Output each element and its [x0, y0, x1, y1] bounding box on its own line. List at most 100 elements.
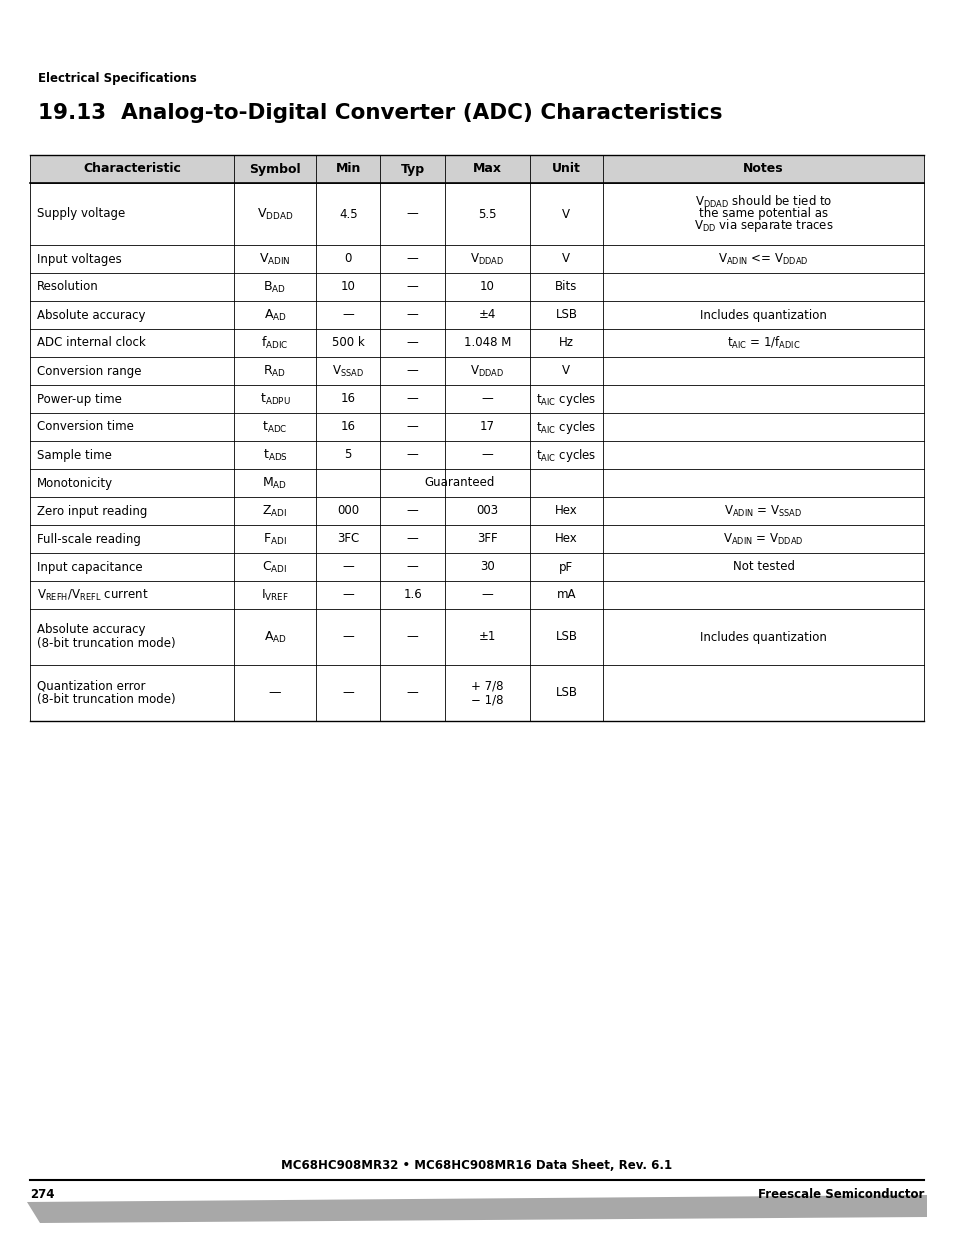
Text: 1.6: 1.6	[403, 589, 421, 601]
Text: Quantization error: Quantization error	[37, 679, 146, 693]
Text: Hz: Hz	[558, 336, 574, 350]
Text: LSB: LSB	[555, 687, 577, 699]
Text: V$_{\rm REFH}$/V$_{\rm REFL}$ current: V$_{\rm REFH}$/V$_{\rm REFL}$ current	[37, 588, 149, 603]
Text: Monotonicity: Monotonicity	[37, 477, 113, 489]
Text: —: —	[481, 448, 493, 462]
Text: —: —	[406, 561, 418, 573]
Text: t$_{\rm ADPU}$: t$_{\rm ADPU}$	[259, 391, 290, 406]
Text: 5: 5	[344, 448, 352, 462]
Text: LSB: LSB	[555, 309, 577, 321]
Text: V$_{\rm DDAD}$: V$_{\rm DDAD}$	[470, 252, 504, 267]
Text: 10: 10	[479, 280, 495, 294]
Text: Hex: Hex	[555, 532, 578, 546]
Text: (8-bit truncation mode): (8-bit truncation mode)	[37, 694, 175, 706]
Text: 3FF: 3FF	[476, 532, 497, 546]
Text: —: —	[342, 687, 354, 699]
Text: —: —	[406, 420, 418, 433]
Text: V: V	[562, 207, 570, 221]
Text: Characteristic: Characteristic	[83, 163, 181, 175]
Text: —: —	[406, 207, 418, 221]
Text: —: —	[406, 364, 418, 378]
Text: C$_{\rm ADI}$: C$_{\rm ADI}$	[262, 559, 287, 574]
Text: 003: 003	[476, 505, 497, 517]
Text: Resolution: Resolution	[37, 280, 99, 294]
Polygon shape	[27, 1195, 926, 1223]
Text: Symbol: Symbol	[249, 163, 300, 175]
Text: 30: 30	[479, 561, 495, 573]
Text: —: —	[406, 448, 418, 462]
Text: Typ: Typ	[400, 163, 424, 175]
Text: 10: 10	[340, 280, 355, 294]
Text: 500 k: 500 k	[332, 336, 364, 350]
Text: V$_{\rm DDAD}$ should be tied to: V$_{\rm DDAD}$ should be tied to	[694, 194, 831, 210]
Text: MC68HC908MR32 • MC68HC908MR16 Data Sheet, Rev. 6.1: MC68HC908MR32 • MC68HC908MR16 Data Sheet…	[281, 1158, 672, 1172]
Text: A$_{\rm AD}$: A$_{\rm AD}$	[263, 630, 286, 645]
Text: —: —	[406, 309, 418, 321]
Text: —: —	[342, 309, 354, 321]
Text: Full-scale reading: Full-scale reading	[37, 532, 141, 546]
Text: LSB: LSB	[555, 631, 577, 643]
Text: V: V	[562, 364, 570, 378]
Text: Supply voltage: Supply voltage	[37, 207, 125, 221]
Text: Conversion time: Conversion time	[37, 420, 133, 433]
Text: Absolute accuracy: Absolute accuracy	[37, 624, 146, 636]
Text: V$_{\rm ADIN}$ = V$_{\rm DDAD}$: V$_{\rm ADIN}$ = V$_{\rm DDAD}$	[722, 531, 803, 547]
Text: pF: pF	[558, 561, 573, 573]
Text: I$_{\rm VREF}$: I$_{\rm VREF}$	[261, 588, 289, 603]
Text: 3FC: 3FC	[336, 532, 359, 546]
Text: Freescale Semiconductor: Freescale Semiconductor	[757, 1188, 923, 1200]
Text: 000: 000	[336, 505, 359, 517]
Text: 17: 17	[479, 420, 495, 433]
Text: Hex: Hex	[555, 505, 578, 517]
Text: ±4: ±4	[478, 309, 496, 321]
Text: 19.13  Analog-to-Digital Converter (ADC) Characteristics: 19.13 Analog-to-Digital Converter (ADC) …	[38, 103, 721, 124]
Text: Includes quantization: Includes quantization	[700, 631, 826, 643]
Text: Unit: Unit	[552, 163, 580, 175]
Text: V$_{\rm DDAD}$: V$_{\rm DDAD}$	[256, 206, 293, 221]
Text: t$_{\rm AIC}$ cycles: t$_{\rm AIC}$ cycles	[536, 447, 596, 463]
Text: —: —	[406, 336, 418, 350]
Text: V$_{\rm SSAD}$: V$_{\rm SSAD}$	[332, 363, 364, 379]
Text: —: —	[481, 393, 493, 405]
Text: Sample time: Sample time	[37, 448, 112, 462]
Text: Min: Min	[335, 163, 360, 175]
Text: Power-up time: Power-up time	[37, 393, 122, 405]
Text: (8-bit truncation mode): (8-bit truncation mode)	[37, 637, 175, 651]
Text: t$_{\rm ADC}$: t$_{\rm ADC}$	[262, 420, 288, 435]
Text: —: —	[406, 505, 418, 517]
Text: 4.5: 4.5	[338, 207, 357, 221]
Text: mA: mA	[556, 589, 576, 601]
Text: 274: 274	[30, 1188, 54, 1200]
Text: R$_{\rm AD}$: R$_{\rm AD}$	[263, 363, 286, 379]
Text: Zero input reading: Zero input reading	[37, 505, 147, 517]
Text: V$_{\rm ADIN}$: V$_{\rm ADIN}$	[259, 252, 291, 267]
Text: Guaranteed: Guaranteed	[424, 477, 495, 489]
Text: Electrical Specifications: Electrical Specifications	[38, 72, 196, 85]
Bar	[30, 156, 923, 183]
Text: V$_{\rm ADIN}$ = V$_{\rm SSAD}$: V$_{\rm ADIN}$ = V$_{\rm SSAD}$	[723, 504, 801, 519]
Text: Z$_{\rm ADI}$: Z$_{\rm ADI}$	[262, 504, 287, 519]
Text: the same potential as: the same potential as	[699, 207, 827, 221]
Text: 1.048 M: 1.048 M	[463, 336, 511, 350]
Text: Includes quantization: Includes quantization	[700, 309, 826, 321]
Text: t$_{\rm AIC}$ = 1/f$_{\rm ADIC}$: t$_{\rm AIC}$ = 1/f$_{\rm ADIC}$	[726, 335, 800, 351]
Text: F$_{\rm ADI}$: F$_{\rm ADI}$	[263, 531, 287, 547]
Text: 0: 0	[344, 252, 352, 266]
Text: Bits: Bits	[555, 280, 577, 294]
Text: —: —	[406, 252, 418, 266]
Text: t$_{\rm AIC}$ cycles: t$_{\rm AIC}$ cycles	[536, 390, 596, 408]
Text: t$_{\rm ADS}$: t$_{\rm ADS}$	[262, 447, 287, 463]
Text: Not tested: Not tested	[732, 561, 794, 573]
Text: Max: Max	[473, 163, 501, 175]
Text: A$_{\rm AD}$: A$_{\rm AD}$	[263, 308, 286, 322]
Text: f$_{\rm ADIC}$: f$_{\rm ADIC}$	[261, 335, 289, 351]
Text: —: —	[342, 631, 354, 643]
Text: 16: 16	[340, 393, 355, 405]
Text: Input capacitance: Input capacitance	[37, 561, 143, 573]
Text: Conversion range: Conversion range	[37, 364, 141, 378]
Text: ADC internal clock: ADC internal clock	[37, 336, 146, 350]
Text: —: —	[406, 393, 418, 405]
Text: —: —	[406, 532, 418, 546]
Text: + 7/8: + 7/8	[471, 679, 503, 693]
Text: —: —	[406, 280, 418, 294]
